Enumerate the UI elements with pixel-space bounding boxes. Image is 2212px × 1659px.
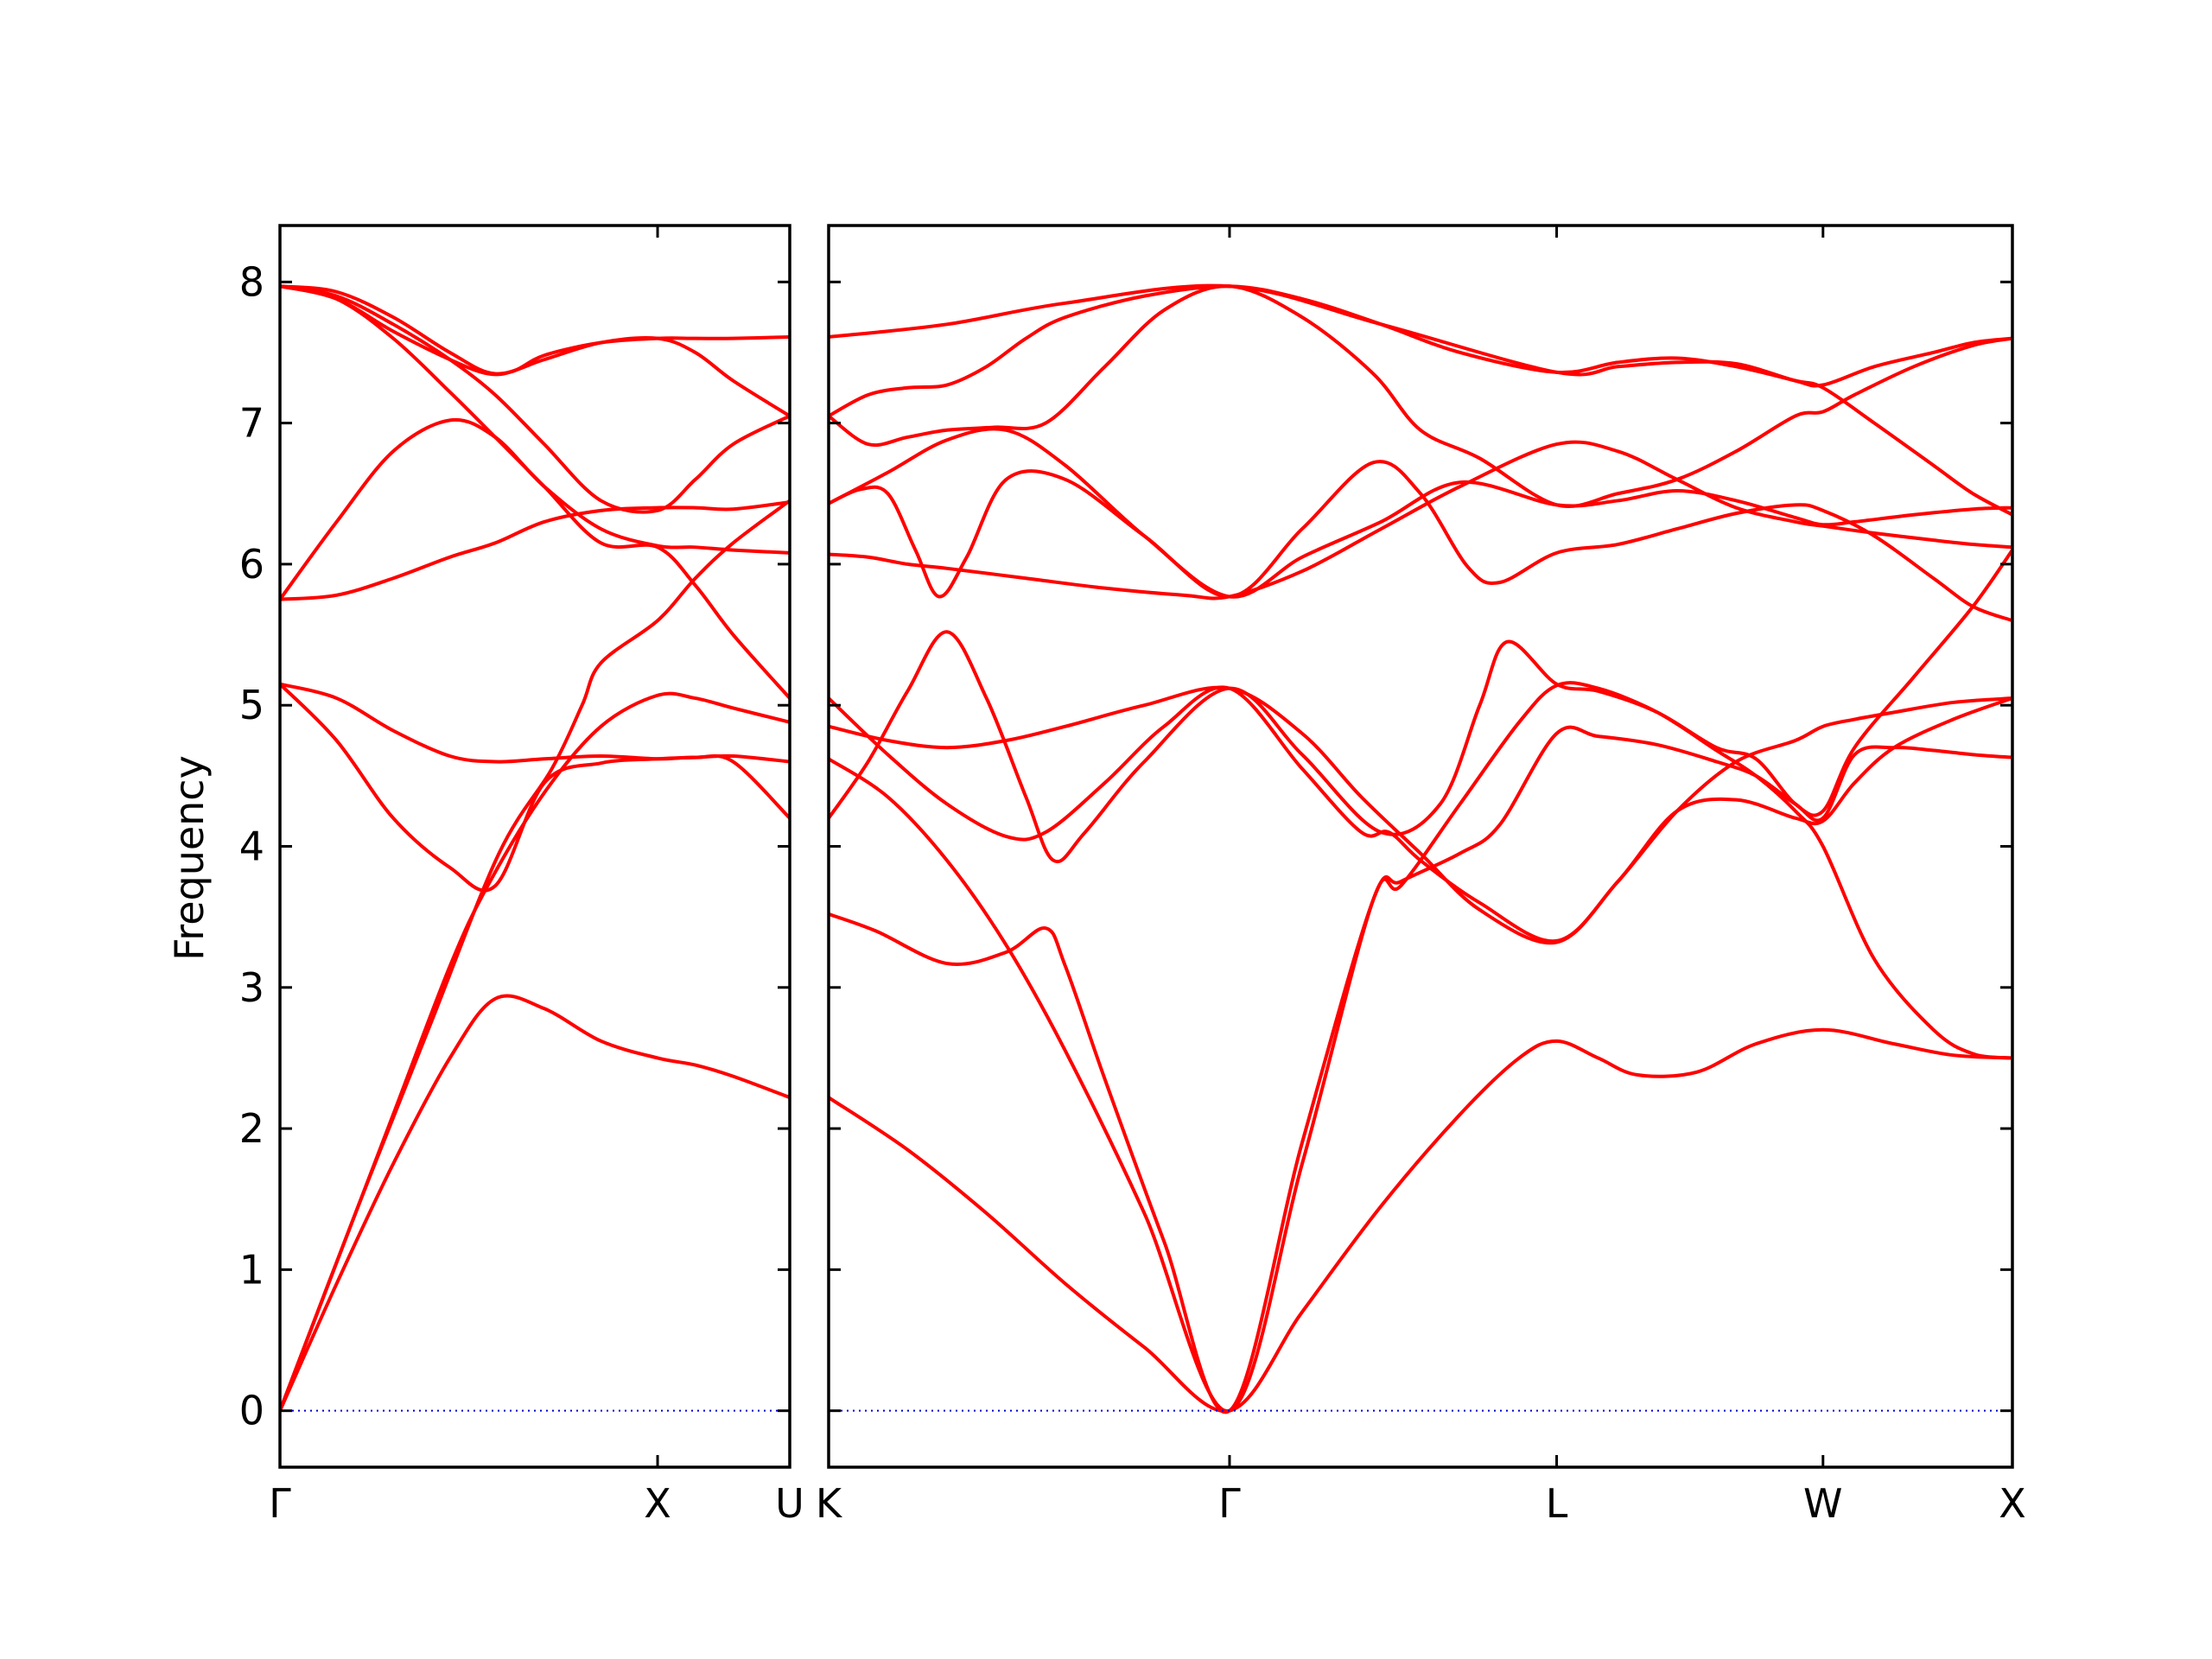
y-tick-label: 2 bbox=[239, 1105, 264, 1152]
phonon-band-8 bbox=[280, 284, 790, 514]
phonon-band-10 bbox=[829, 284, 2012, 508]
x-tick-label: Γ bbox=[269, 1480, 291, 1527]
y-tick-label: 8 bbox=[239, 258, 264, 305]
phonon-band-6 bbox=[829, 548, 2012, 864]
phonon-band-4 bbox=[280, 682, 790, 893]
y-tick-label: 0 bbox=[239, 1388, 264, 1434]
panel-1: 0 1 2 3 4 5 6 7 8 Γ X U bbox=[239, 224, 804, 1527]
phonon-band-3 bbox=[829, 681, 2012, 1413]
phonon-band-3 bbox=[280, 499, 790, 1413]
x-tick-label: K bbox=[816, 1480, 843, 1527]
phonon-band-7 bbox=[829, 440, 2012, 601]
phonon-band-2 bbox=[829, 725, 2012, 1414]
phonon-band-1 bbox=[280, 994, 790, 1413]
y-tick-label: 5 bbox=[239, 682, 264, 728]
phonon-band-8 bbox=[829, 460, 2012, 623]
phonon-band-4 bbox=[829, 685, 2012, 945]
phonon-band-5 bbox=[280, 682, 790, 820]
phonon-band-1 bbox=[829, 1027, 2012, 1414]
phonon-band-5 bbox=[829, 685, 2012, 944]
phonon-band-9 bbox=[829, 427, 2012, 599]
y-tick-label: 3 bbox=[239, 964, 264, 1011]
y-tick-label: 6 bbox=[239, 541, 264, 588]
x-tick-label: L bbox=[1546, 1480, 1568, 1527]
x-tick-label: W bbox=[1803, 1480, 1842, 1527]
x-tick-label: U bbox=[775, 1480, 804, 1527]
y-tick-label: 7 bbox=[239, 400, 264, 447]
y-axis-label: Frequency bbox=[166, 755, 213, 961]
x-tick-label: X bbox=[1999, 1480, 2026, 1527]
axes-frame bbox=[278, 224, 791, 1469]
phonon-band-11 bbox=[829, 284, 2012, 517]
x-tick-label: X bbox=[644, 1480, 671, 1527]
phonon-band-11 bbox=[280, 284, 790, 418]
phonon-band-6 bbox=[280, 500, 790, 601]
x-tick-label: Γ bbox=[1218, 1480, 1241, 1527]
phonon-band-10 bbox=[280, 284, 790, 701]
y-tick-label: 4 bbox=[239, 823, 264, 870]
phonon-band-9 bbox=[280, 284, 790, 377]
bands-group bbox=[280, 284, 790, 1413]
axes-frame bbox=[827, 224, 2014, 1469]
bands-group bbox=[829, 283, 2012, 1414]
y-tick-label: 1 bbox=[239, 1246, 264, 1293]
phonon-band-12 bbox=[829, 283, 2012, 388]
